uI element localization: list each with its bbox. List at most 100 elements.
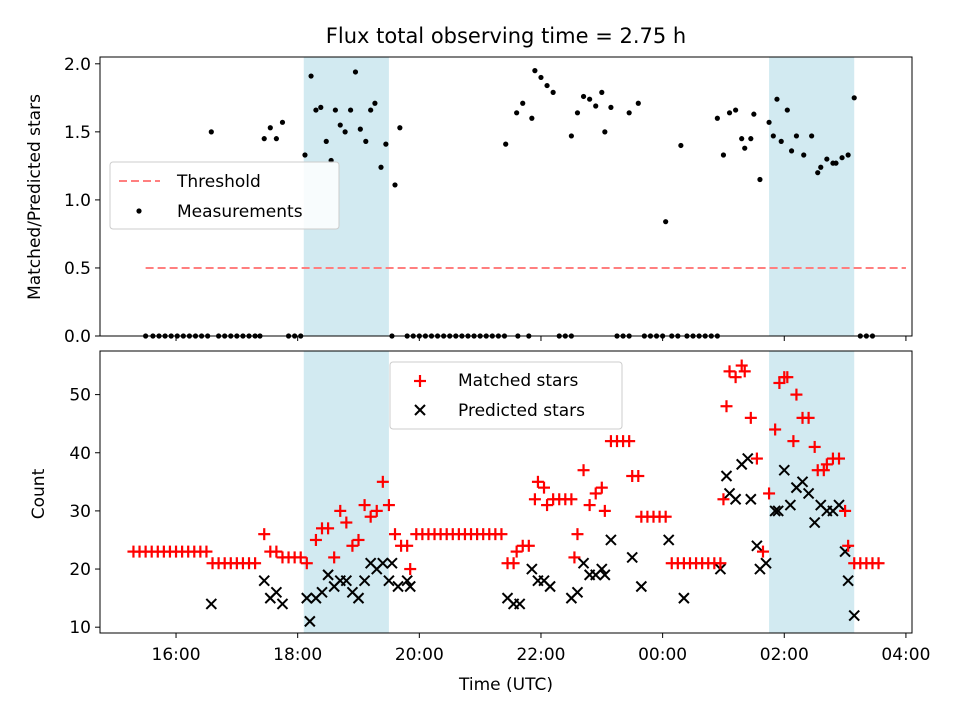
measurement-point: [261, 136, 267, 142]
measurement-point: [503, 141, 509, 147]
legend-predicted-label: Predicted stars: [458, 401, 585, 421]
predicted-star-marker: [270, 586, 283, 599]
measurement-point: [742, 145, 748, 151]
measurement-point: [208, 129, 214, 135]
matched-star-marker: [404, 563, 417, 576]
measurement-point: [733, 107, 739, 113]
matched-star-marker: [364, 510, 377, 523]
matched-star-marker: [802, 411, 815, 424]
measurement-point: [520, 100, 526, 106]
predicted-star-marker: [383, 574, 395, 587]
bottom-y-axis-label: Count: [29, 468, 49, 519]
predicted-star-marker: [635, 580, 648, 593]
bottom-x-tick-label: 00:00: [638, 645, 687, 665]
matched-star-marker: [595, 481, 608, 494]
matched-star-marker: [659, 510, 672, 523]
predicted-star-marker: [377, 557, 389, 569]
predicted-star-marker: [599, 569, 611, 581]
predicted-star-marker: [802, 487, 815, 500]
measurement-point: [532, 68, 538, 74]
predicted-star-marker: [729, 493, 742, 505]
matched-stars-markers: [127, 359, 885, 576]
predicted-star-marker: [745, 493, 757, 505]
matched-star-marker: [510, 545, 523, 558]
matched-star-marker: [787, 435, 800, 448]
measurement-point: [678, 142, 684, 149]
matched-star-marker: [839, 504, 852, 517]
top-y-tick-label: 1.5: [64, 123, 91, 143]
bottom-shaded-region-0: [303, 351, 389, 633]
bottom-y-tick-label: 40: [69, 444, 91, 464]
measurement-point: [602, 129, 608, 135]
matched-star-marker: [538, 481, 551, 494]
measurement-point: [337, 122, 343, 128]
measurement-point: [714, 115, 720, 121]
measurement-point: [273, 136, 279, 142]
legend-predicted-swatch: [414, 404, 426, 416]
predicted-star-marker: [848, 609, 860, 622]
predicted-star-marker: [571, 586, 584, 599]
top-y-axis-label: Matched/Predicted stars: [25, 94, 45, 300]
matched-star-marker: [750, 452, 763, 465]
matched-star-marker: [872, 557, 885, 570]
bottom-legend-box: [389, 361, 623, 430]
matched-star-marker: [571, 528, 584, 541]
predicted-star-marker: [842, 574, 854, 587]
bottom-x-tick-label: 02:00: [760, 645, 809, 665]
matched-star-marker: [790, 388, 803, 401]
predicted-star-marker: [596, 563, 608, 575]
predicted-star-marker: [760, 557, 772, 569]
bottom-y-tick-label: 50: [69, 386, 91, 406]
matched-star-marker: [388, 528, 401, 541]
matched-star-marker: [756, 545, 769, 558]
matched-star-marker: [763, 487, 776, 500]
bottom-x-axis: 16:00 18:00 20:00 22:00 00:00 02:00 04:00: [152, 633, 930, 665]
measurement-point: [815, 170, 821, 176]
matched-star-marker: [328, 551, 341, 564]
matched-star-marker: [340, 516, 353, 529]
measurement-point: [739, 136, 745, 142]
predicted-star-marker: [796, 476, 809, 488]
bottom-y-axis: 10 20 30 40 50: [69, 386, 100, 638]
predicted-star-marker: [769, 505, 781, 517]
predicted-star-marker: [577, 557, 590, 569]
bottom-plot-frame: [99, 350, 913, 634]
measurement-point: [726, 110, 733, 116]
legend-measurements-label: Measurements: [177, 202, 303, 222]
bottom-x-tick-label: 04:00: [881, 645, 930, 665]
measurement-point: [626, 110, 632, 116]
predicted-star-marker: [404, 580, 416, 593]
top-shaded-region-1: [769, 57, 855, 336]
top-y-tick-label: 0.5: [64, 259, 91, 279]
measurement-point: [544, 82, 550, 89]
x-axis-label: Time (UTC): [458, 675, 553, 695]
matched-star-marker: [598, 504, 611, 517]
measurement-point: [313, 107, 319, 113]
measurement-point: [751, 111, 757, 117]
chart-title: Flux total observing time = 2.75 h: [326, 24, 686, 48]
legend-threshold-label: Threshold: [176, 172, 261, 192]
measurement-point: [342, 129, 348, 135]
measurement-point: [332, 107, 338, 113]
measurement-point: [774, 96, 780, 102]
bottom-y-tick-label: 10: [69, 618, 91, 638]
matched-star-marker: [565, 493, 578, 506]
measurement-point: [580, 93, 587, 100]
measurement-point: [372, 100, 378, 106]
matched-star-marker: [376, 475, 389, 488]
measurement-point: [833, 160, 839, 166]
measurement-point: [663, 219, 669, 225]
matched-star-marker: [714, 557, 727, 570]
measurement-point: [778, 138, 784, 144]
measurement-point: [748, 136, 754, 142]
predicted-star-marker: [276, 598, 289, 610]
measurement-point: [352, 69, 359, 75]
measurement-point: [793, 133, 800, 139]
measurement-point: [529, 115, 535, 121]
matched-star-marker: [781, 371, 794, 384]
matched-star-marker: [541, 499, 554, 512]
measurement-point: [397, 125, 403, 131]
predicted-star-marker: [386, 557, 398, 569]
measurement-point: [766, 119, 772, 125]
measurement-point: [809, 133, 815, 139]
